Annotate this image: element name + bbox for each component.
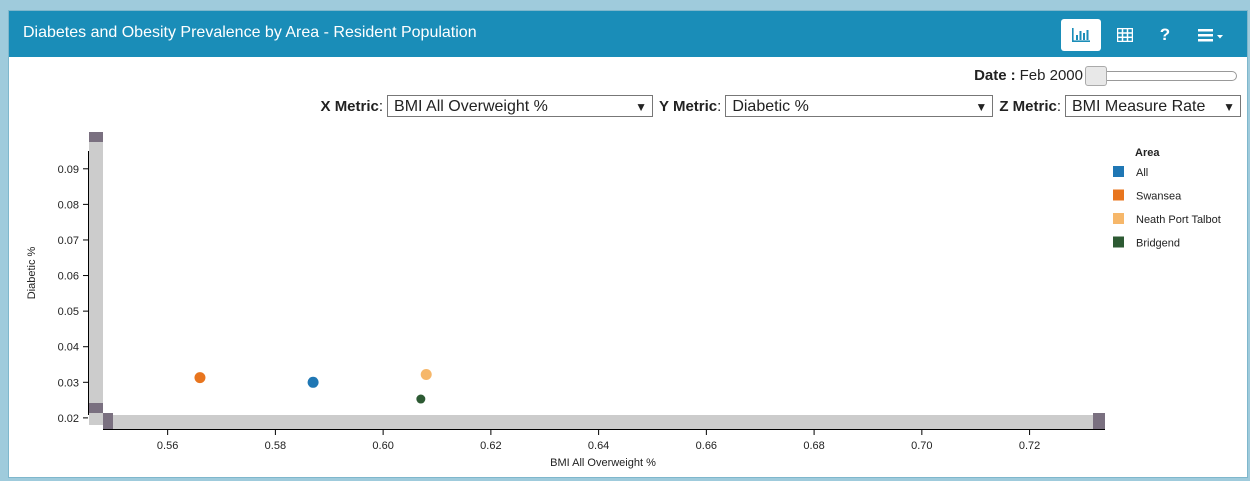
x-brush-handle-left[interactable]	[103, 413, 113, 429]
x-metric-select[interactable]: BMI All Overweight % ▼	[387, 95, 654, 117]
metric-selectors: X Metric: BMI All Overweight % ▼ Y Metri…	[315, 95, 1241, 117]
panel-header: Diabetes and Obesity Prevalence by Area …	[9, 11, 1247, 57]
x-tick-label: 0.56	[157, 440, 178, 452]
menu-button[interactable]	[1189, 19, 1233, 51]
help-button[interactable]: ?	[1145, 19, 1185, 51]
y-tick-label: 0.03	[58, 377, 79, 389]
z-metric-label: Z Metric	[999, 97, 1057, 115]
x-tick-label: 0.58	[265, 440, 286, 452]
legend-item-label[interactable]: Bridgend	[1136, 238, 1180, 250]
dropdown-arrow-icon: ▼	[635, 100, 648, 114]
date-slider[interactable]	[1085, 65, 1237, 86]
z-metric-value: BMI Measure Rate	[1072, 98, 1206, 115]
y-brush-handle-bottom[interactable]	[89, 403, 103, 413]
panel-title: Diabetes and Obesity Prevalence by Area …	[23, 24, 477, 41]
chart-panel: Diabetes and Obesity Prevalence by Area …	[8, 10, 1248, 478]
table-icon	[1117, 28, 1133, 42]
date-control: Date : Feb 2000	[974, 65, 1237, 86]
z-metric-select[interactable]: BMI Measure Rate ▼	[1065, 95, 1241, 117]
table-view-button[interactable]	[1105, 19, 1145, 51]
y-tick-label: 0.07	[58, 235, 79, 247]
chart-view-button[interactable]	[1061, 19, 1101, 51]
y-axis-title: Diabetic %	[26, 246, 38, 299]
legend: Area All Swansea Neath Port Talbot Bridgend	[1113, 147, 1221, 250]
x-tick-label: 0.70	[911, 440, 932, 452]
x-tick-label: 0.72	[1019, 440, 1040, 452]
date-value: Feb 2000	[1019, 67, 1083, 84]
legend-title: Area	[1135, 147, 1160, 159]
bar-chart-icon	[1072, 28, 1090, 42]
y-brush-track[interactable]	[89, 141, 103, 425]
y-tick-label: 0.09	[58, 164, 79, 176]
legend-swatch	[1113, 189, 1124, 201]
x-metric-value: BMI All Overweight %	[394, 98, 548, 115]
x-tick-label: 0.66	[696, 440, 717, 452]
menu-icon	[1198, 29, 1223, 42]
y-tick-label: 0.08	[58, 199, 79, 211]
data-point[interactable]	[416, 394, 426, 404]
data-point[interactable]	[194, 372, 206, 384]
y-tick-label: 0.02	[58, 413, 79, 425]
legend-item-label[interactable]: Swansea	[1136, 191, 1182, 203]
data-point[interactable]	[307, 376, 319, 388]
x-tick-label: 0.60	[372, 440, 393, 452]
y-metric-select[interactable]: Diabetic % ▼	[725, 95, 994, 117]
help-icon: ?	[1159, 25, 1171, 44]
x-tick-label: 0.64	[588, 440, 609, 452]
x-axis-title: BMI All Overweight %	[550, 457, 656, 469]
legend-item-label[interactable]: Neath Port Talbot	[1136, 214, 1221, 226]
legend-swatch	[1113, 213, 1124, 224]
x-tick-label: 0.68	[803, 440, 824, 452]
date-slider-handle[interactable]	[1085, 65, 1107, 86]
legend-item-label[interactable]: All	[1136, 167, 1148, 179]
legend-swatch	[1113, 166, 1124, 177]
x-metric-label: X Metric	[320, 97, 379, 115]
date-label: Date	[974, 67, 1007, 84]
scatter-chart: 0.02 0.03 0.04 0.05 0.06 0.07 0.08 0.09 0.56 0.5…	[26, 132, 1221, 469]
legend-swatch	[1113, 236, 1124, 248]
x-brush-track[interactable]	[103, 415, 1101, 429]
x-brush-handle-right[interactable]	[1093, 413, 1105, 429]
x-tick-label: 0.62	[480, 440, 501, 452]
y-tick-label: 0.04	[58, 342, 79, 354]
y-metric-label: Y Metric	[659, 97, 718, 115]
dropdown-arrow-icon: ▼	[1223, 100, 1235, 114]
y-brush-handle-top[interactable]	[89, 132, 103, 142]
y-tick-label: 0.06	[58, 271, 79, 283]
dropdown-arrow-icon: ▼	[975, 100, 988, 114]
y-tick-label: 0.05	[58, 306, 79, 318]
y-metric-value: Diabetic %	[732, 98, 809, 115]
data-point[interactable]	[420, 368, 432, 380]
